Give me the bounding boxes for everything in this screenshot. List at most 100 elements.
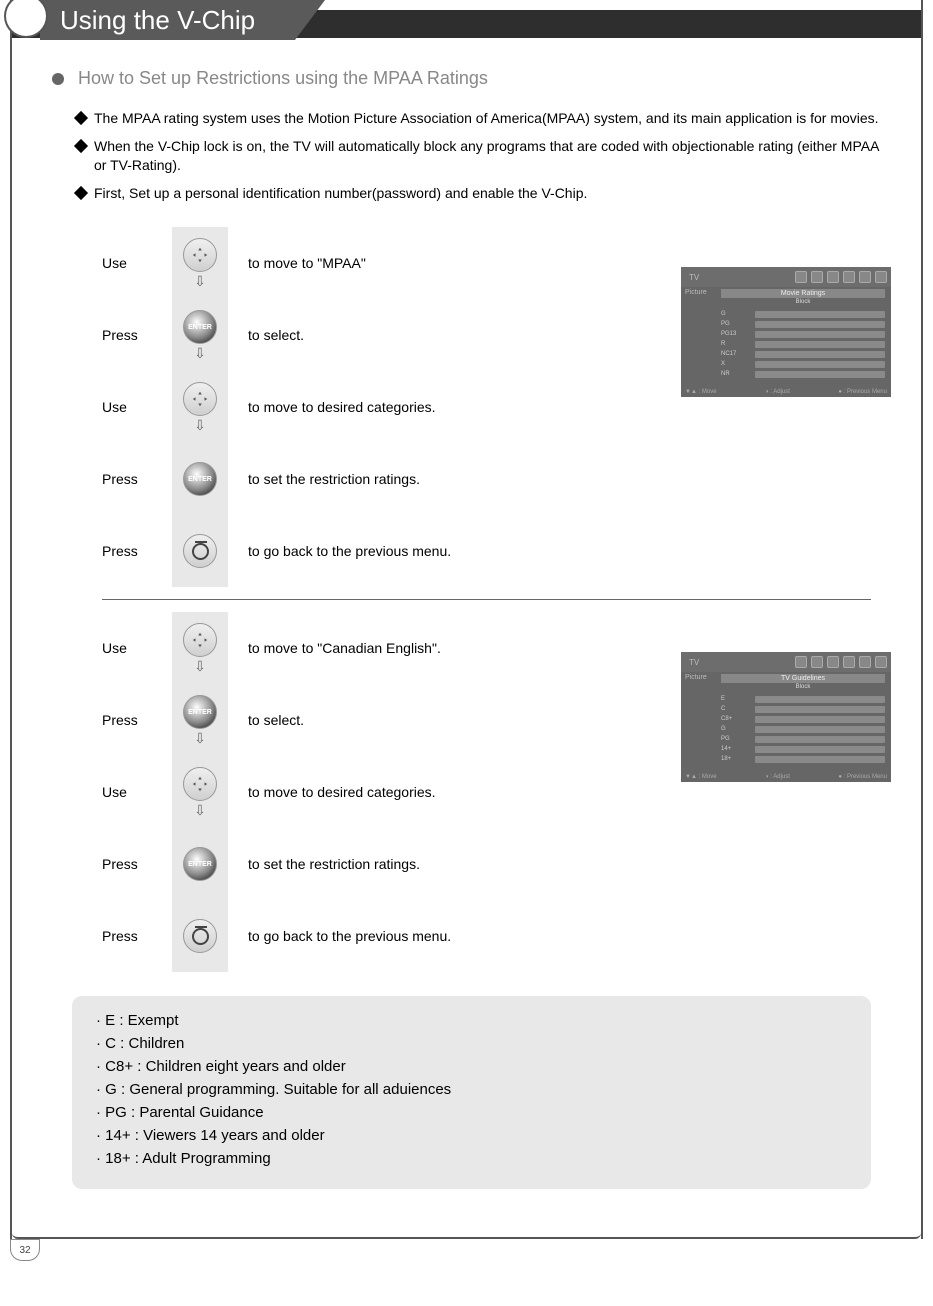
content-area: How to Set up Restrictions using the MPA… [12, 68, 921, 1189]
tv-rating-row: NC17 [721, 349, 885, 359]
enter-button-icon: ENTER [183, 695, 217, 729]
step-row: Press to go back to the previous menu. [102, 900, 651, 972]
tv-side-label: Picture [685, 674, 707, 681]
tv-rating-row: E [721, 694, 885, 704]
down-arrow-icon: ⇩ [194, 659, 206, 673]
tv-rating-row: 18+ [721, 754, 885, 764]
legend-row: · E : Exempt [96, 1012, 847, 1029]
step-verb: Use [102, 399, 152, 415]
nav-arrows-icon [183, 238, 217, 272]
tv-rating-row: C [721, 704, 885, 714]
legend-row: · C : Children [96, 1035, 847, 1052]
down-arrow-icon: ⇩ [194, 731, 206, 745]
legend-row: · PG : Parental Guidance [96, 1104, 847, 1121]
legend-row: · C8+ : Children eight years and older [96, 1058, 847, 1075]
step-row: Press to go back to the previous menu. [102, 515, 651, 587]
back-button-icon [183, 534, 217, 568]
step-verb: Press [102, 712, 152, 728]
section-heading-text: How to Set up Restrictions using the MPA… [78, 68, 488, 89]
tv-top-icon [859, 656, 871, 668]
intro-text: First, Set up a personal identification … [94, 184, 587, 204]
enter-button-icon: ENTER [183, 462, 217, 496]
tv-rating-row: PG13 [721, 329, 885, 339]
step-action: to move to "Canadian English". [248, 640, 651, 656]
legend-row: · 18+ : Adult Programming [96, 1150, 847, 1167]
tv-label: TV [689, 273, 699, 282]
tv-body: ECC8+GPG14+18+ [681, 690, 891, 764]
section-heading: How to Set up Restrictions using the MPA… [52, 68, 891, 89]
legend-row: · G : General programming. Suitable for … [96, 1081, 847, 1098]
down-arrow-icon: ⇩ [194, 803, 206, 817]
tv-body: GPGPG13RNC17XNR [681, 305, 891, 379]
page-number: 32 [10, 1239, 40, 1261]
step-verb: Press [102, 471, 152, 487]
step-row: Press ENTER⇩ to select. [102, 299, 651, 371]
step-verb: Press [102, 928, 152, 944]
diamond-icon [74, 139, 88, 153]
tv-screenshot-mpaa: TVPictureMovie RatingsBlockGPGPG13RNC17X… [681, 267, 891, 397]
manual-page: Using the V-Chip How to Set up Restricti… [10, 0, 923, 1239]
tv-top-icon [843, 271, 855, 283]
step-row: Use ⇩ to move to desired categories. [102, 756, 651, 828]
tv-top-icon [795, 271, 807, 283]
step-icon-column [172, 515, 228, 587]
step-action: to move to desired categories. [248, 399, 651, 415]
nav-arrows-icon [183, 382, 217, 416]
step-icon-column: ENTER [172, 443, 228, 515]
step-action: to select. [248, 712, 651, 728]
tv-top-icon [843, 656, 855, 668]
tv-top-icon [875, 656, 887, 668]
down-arrow-icon: ⇩ [194, 274, 206, 288]
tv-top-bar: TV [681, 267, 891, 287]
ratings-legend: · E : Exempt · C : Children · C8+ : Childr… [72, 996, 871, 1189]
back-button-icon [183, 919, 217, 953]
diamond-icon [74, 186, 88, 200]
steps-column: Use⇩to move to "Canadian English".PressE… [102, 612, 651, 972]
step-icon-column: ENTER ⇩ [172, 684, 228, 756]
tv-rating-row: R [721, 339, 885, 349]
tv-rating-row: G [721, 724, 885, 734]
intro-item: When the V-Chip lock is on, the TV will … [76, 137, 891, 176]
enter-button-icon: ENTER [183, 310, 217, 344]
step-action: to go back to the previous menu. [248, 543, 651, 559]
step-action: to set the restriction ratings. [248, 856, 651, 872]
step-action: to set the restriction ratings. [248, 471, 651, 487]
page-title: Using the V-Chip [40, 0, 295, 40]
step-row: Use ⇩ to move to desired categories. [102, 371, 651, 443]
tv-top-icon [827, 656, 839, 668]
title-bar: Using the V-Chip [0, 0, 933, 44]
step-verb: Press [102, 543, 152, 559]
intro-item: The MPAA rating system uses the Motion P… [76, 109, 891, 129]
tv-label: TV [689, 658, 699, 667]
down-arrow-icon: ⇩ [194, 418, 206, 432]
step-row: Press ENTER to set the restriction ratings… [102, 443, 651, 515]
step-action: to select. [248, 327, 651, 343]
tv-rating-row: G [721, 309, 885, 319]
steps-block-b: Use⇩to move to "Canadian English".PressE… [102, 612, 891, 972]
step-verb: Use [102, 255, 152, 271]
tv-top-bar: TV [681, 652, 891, 672]
tv-top-icon [811, 271, 823, 283]
steps-column: Use⇩to move to "MPAA"PressENTER⇩to selec… [102, 227, 651, 587]
step-action: to move to desired categories. [248, 784, 651, 800]
step-icon-column [172, 900, 228, 972]
step-verb: Use [102, 784, 152, 800]
nav-arrows-icon [183, 767, 217, 801]
tv-rating-row: NR [721, 369, 885, 379]
tv-rating-row: X [721, 359, 885, 369]
intro-list: The MPAA rating system uses the Motion P… [76, 109, 891, 203]
step-row: Use⇩to move to "MPAA" [102, 227, 651, 299]
tv-top-icon [875, 271, 887, 283]
step-row: Use⇩to move to "Canadian English". [102, 612, 651, 684]
step-verb: Press [102, 327, 152, 343]
tv-top-icon [827, 271, 839, 283]
tv-footer: ▼▲ : Move◑ : Adjust● : Previous Menu [685, 774, 887, 780]
step-row: Press ENTER ⇩ to select. [102, 684, 651, 756]
step-icon-column: ENTER⇩ [172, 299, 228, 371]
nav-arrows-icon [183, 623, 217, 657]
tv-footer: ▼▲ : Move◑ : Adjust● : Previous Menu [685, 389, 887, 395]
intro-text: The MPAA rating system uses the Motion P… [94, 109, 879, 129]
step-row: PressENTERto set the restriction ratings… [102, 828, 651, 900]
step-action: to go back to the previous menu. [248, 928, 651, 944]
step-icon-column: ENTER [172, 828, 228, 900]
